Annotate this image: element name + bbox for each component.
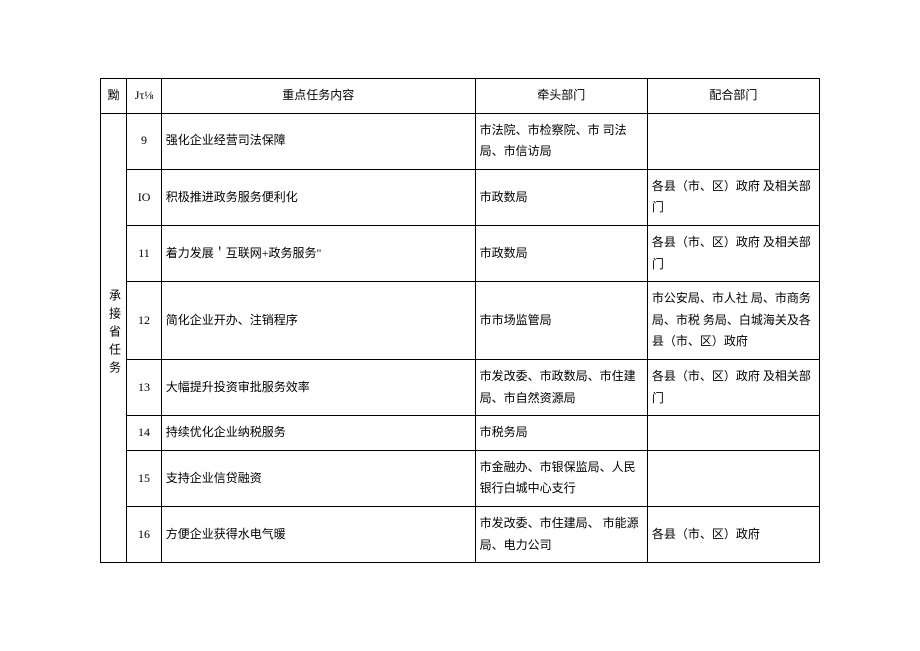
page: 黝 Jτ⅛ 重点任务内容 牵头部门 配合部门 承接省任务9强化企业经营司法保障市…: [0, 0, 920, 651]
cell-coop: 各县（市、区）政府 及相关部门: [647, 225, 819, 281]
cell-lead: 市政数局: [475, 169, 647, 225]
cell-lead: 市政数局: [475, 225, 647, 281]
cell-coop: 各县（市、区）政府: [647, 506, 819, 562]
table-row: 承接省任务9强化企业经营司法保障市法院、市检察院、市 司法局、市信访局: [101, 113, 820, 169]
task-table: 黝 Jτ⅛ 重点任务内容 牵头部门 配合部门 承接省任务9强化企业经营司法保障市…: [100, 78, 820, 563]
cell-num: 13: [127, 359, 161, 415]
cell-lead: 市法院、市检察院、市 司法局、市信访局: [475, 113, 647, 169]
cell-lead: 市金融办、市银保监局、人民银行白城中心支行: [475, 450, 647, 506]
cell-task: 方便企业获得水电气暖: [161, 506, 475, 562]
cell-task: 强化企业经营司法保障: [161, 113, 475, 169]
cell-task: 积极推进政务服务便利化: [161, 169, 475, 225]
cell-coop: [647, 450, 819, 506]
cell-task: 持续优化企业纳税服务: [161, 416, 475, 451]
cell-task: 简化企业开办、注销程序: [161, 282, 475, 360]
table-row: 12简化企业开办、注销程序市市场监管局市公安局、市人社 局、市商务局、市税 务局…: [101, 282, 820, 360]
cell-coop: 市公安局、市人社 局、市商务局、市税 务局、白城海关及各 县（市、区）政府: [647, 282, 819, 360]
header-row: 黝 Jτ⅛ 重点任务内容 牵头部门 配合部门: [101, 79, 820, 114]
table-row: 14持续优化企业纳税服务市税务局: [101, 416, 820, 451]
cell-task: 支持企业信贷融资: [161, 450, 475, 506]
table-row: 15支持企业信贷融资市金融办、市银保监局、人民银行白城中心支行: [101, 450, 820, 506]
table-row: 13大幅提升投资审批服务效率市发改委、市政数局、市住建局、市自然资源局各县（市、…: [101, 359, 820, 415]
row-group-label: 承接省任务: [101, 113, 127, 563]
cell-num: 12: [127, 282, 161, 360]
header-e: 配合部门: [647, 79, 819, 114]
cell-num: 15: [127, 450, 161, 506]
cell-coop: [647, 113, 819, 169]
table-row: 11着力发展＇互联网+政务服务"市政数局各县（市、区）政府 及相关部门: [101, 225, 820, 281]
cell-coop: [647, 416, 819, 451]
header-b: Jτ⅛: [127, 79, 161, 114]
cell-num: 14: [127, 416, 161, 451]
cell-lead: 市发改委、市政数局、市住建局、市自然资源局: [475, 359, 647, 415]
cell-num: 16: [127, 506, 161, 562]
cell-task: 大幅提升投资审批服务效率: [161, 359, 475, 415]
cell-lead: 市市场监管局: [475, 282, 647, 360]
cell-num: 9: [127, 113, 161, 169]
header-c: 重点任务内容: [161, 79, 475, 114]
cell-coop: 各县（市、区）政府 及相关部门: [647, 169, 819, 225]
table-row: 16方便企业获得水电气暖市发改委、市住建局、 市能源局、电力公司各县（市、区）政…: [101, 506, 820, 562]
cell-num: IO: [127, 169, 161, 225]
header-a: 黝: [101, 79, 127, 114]
cell-task: 着力发展＇互联网+政务服务": [161, 225, 475, 281]
cell-num: 11: [127, 225, 161, 281]
table-row: IO积极推进政务服务便利化市政数局各县（市、区）政府 及相关部门: [101, 169, 820, 225]
header-d: 牵头部门: [475, 79, 647, 114]
cell-coop: 各县（市、区）政府 及相关部门: [647, 359, 819, 415]
table-head: 黝 Jτ⅛ 重点任务内容 牵头部门 配合部门: [101, 79, 820, 114]
cell-lead: 市税务局: [475, 416, 647, 451]
table-body: 承接省任务9强化企业经营司法保障市法院、市检察院、市 司法局、市信访局IO积极推…: [101, 113, 820, 563]
cell-lead: 市发改委、市住建局、 市能源局、电力公司: [475, 506, 647, 562]
group-label-text: 承接省任务: [103, 289, 125, 379]
